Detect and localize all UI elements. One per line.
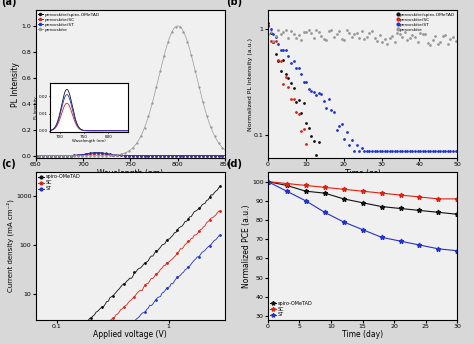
Legend: perovskite/spiro-OMeTAD, perovskite/SC, perovskite/ST, perovskite: perovskite/spiro-OMeTAD, perovskite/SC, …: [38, 12, 100, 32]
Y-axis label: PL Intensity: PL Intensity: [34, 96, 38, 119]
Text: (c): (c): [1, 159, 16, 169]
Text: (b): (b): [226, 0, 242, 7]
Y-axis label: Normalized PL Intensity (a.u.): Normalized PL Intensity (a.u.): [247, 38, 253, 131]
X-axis label: Time (ns): Time (ns): [345, 169, 381, 178]
Y-axis label: PL Intensity: PL Intensity: [11, 62, 20, 107]
Y-axis label: Current density (mA cm⁻²): Current density (mA cm⁻²): [7, 200, 15, 292]
Legend: spiro-OMeTAD, SC, ST: spiro-OMeTAD, SC, ST: [38, 174, 80, 191]
Text: (d): (d): [226, 159, 242, 169]
Y-axis label: Normalized PCE (a.u.): Normalized PCE (a.u.): [242, 204, 251, 288]
X-axis label: Applied voltage (V): Applied voltage (V): [93, 331, 167, 340]
Legend: spiro-OMeTAD, SC, ST: spiro-OMeTAD, SC, ST: [270, 301, 312, 318]
Text: (a): (a): [1, 0, 17, 7]
Legend: perovskite/spiro-OMeTAD, perovskite/SC, perovskite/ST, perovskite: perovskite/spiro-OMeTAD, perovskite/SC, …: [397, 12, 455, 32]
X-axis label: Wavelength (nm): Wavelength (nm): [97, 169, 164, 178]
X-axis label: Wavelength (nm): Wavelength (nm): [72, 139, 106, 143]
X-axis label: Time (day): Time (day): [342, 331, 383, 340]
